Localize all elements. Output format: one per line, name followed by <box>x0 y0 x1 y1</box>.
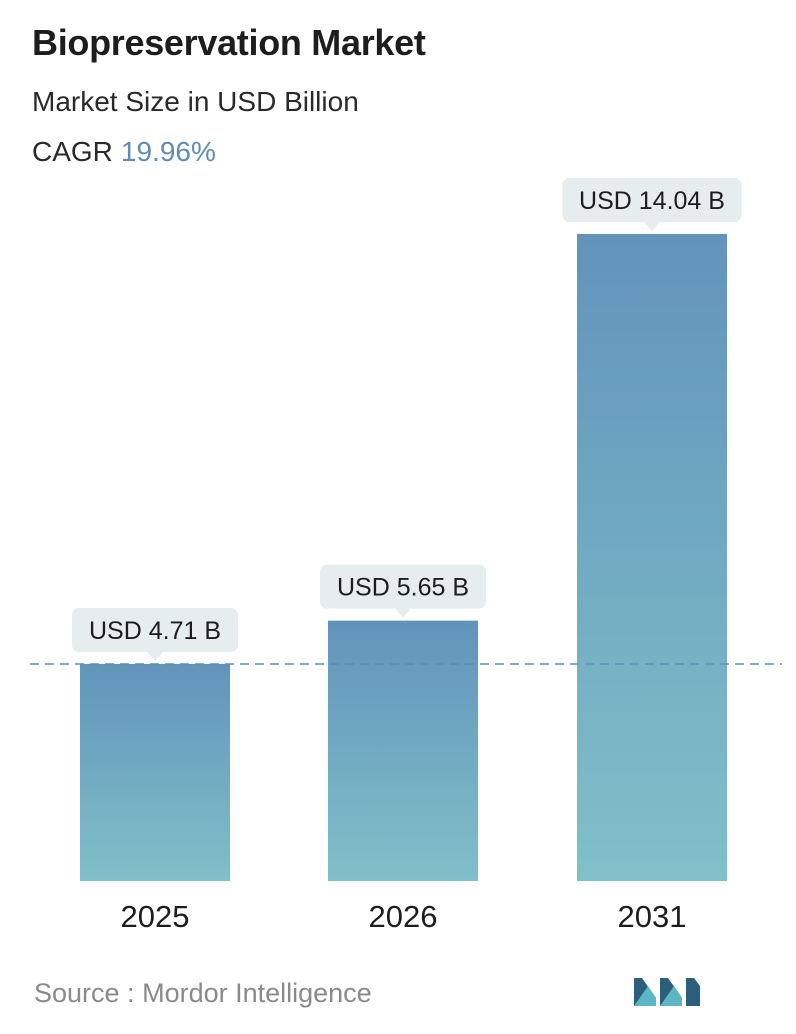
x-tick-label-2026: 2026 <box>369 899 438 934</box>
bar-2026 <box>328 620 478 881</box>
svg-text:USD 4.71 B: USD 4.71 B <box>89 617 221 645</box>
mordor-intelligence-logo-icon <box>634 978 700 1006</box>
source-line: Source : Mordor Intelligence <box>34 978 372 1009</box>
x-tick-label-2031: 2031 <box>618 899 687 934</box>
svg-text:USD 5.65 B: USD 5.65 B <box>337 574 469 602</box>
source-label: Source : <box>34 978 135 1008</box>
chart-subtitle: Market Size in USD Billion <box>32 86 359 117</box>
cagr-row: CAGR 19.96% <box>32 136 216 168</box>
chart-title: Biopreservation Market <box>32 22 426 63</box>
bar-2025 <box>80 663 230 881</box>
data-label-2025: USD 4.71 B <box>72 607 238 661</box>
cagr-value: 19.96% <box>120 136 216 167</box>
bar-2031 <box>577 234 727 881</box>
svg-text:USD 14.04 B: USD 14.04 B <box>579 187 725 215</box>
x-tick-label-2025: 2025 <box>121 899 190 934</box>
data-label-2031: USD 14.04 B <box>562 178 742 231</box>
cagr-label: CAGR <box>32 136 113 167</box>
source-name: Mordor Intelligence <box>142 978 372 1008</box>
data-label-2026: USD 5.65 B <box>320 564 486 618</box>
